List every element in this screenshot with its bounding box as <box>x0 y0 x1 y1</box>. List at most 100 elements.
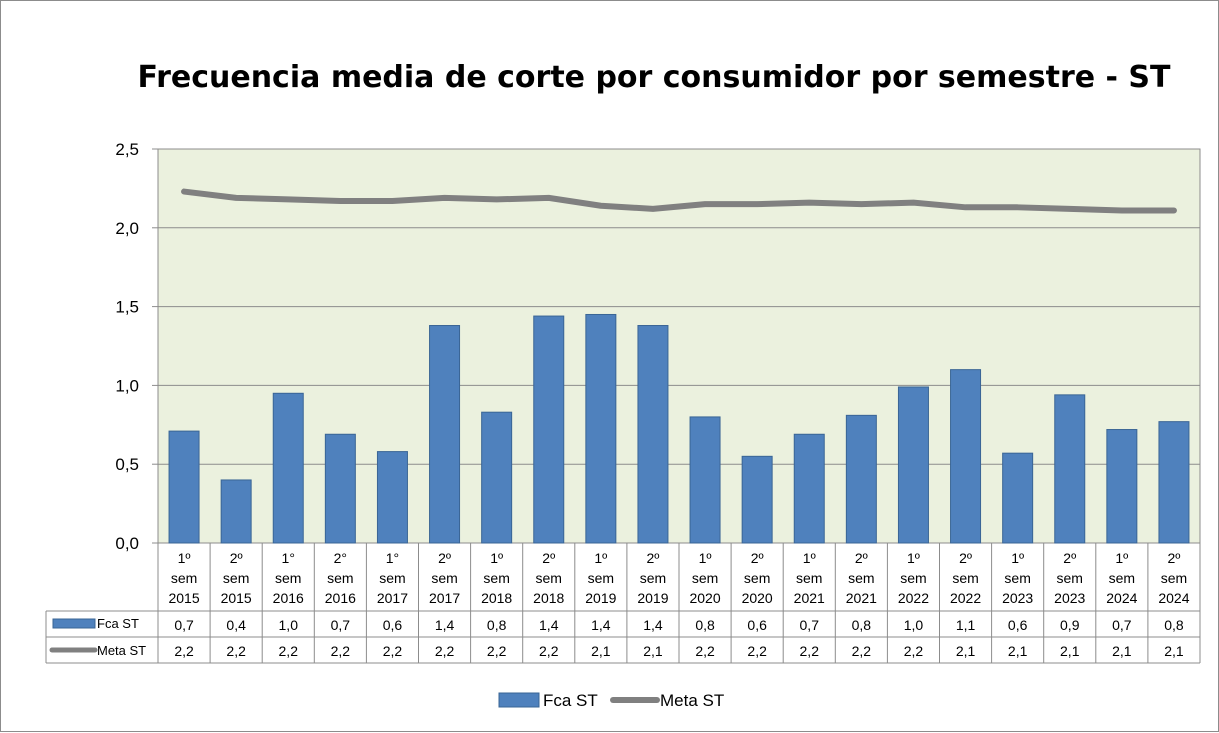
bar <box>950 369 982 544</box>
chart-title: Frecuencia media de corte por consumidor… <box>138 60 1172 95</box>
table-cell-fca: 0,7 <box>1112 617 1132 633</box>
bar <box>168 430 200 544</box>
bar <box>1002 452 1034 544</box>
x-category-label: sem <box>223 570 249 586</box>
line-point <box>183 191 185 193</box>
bar <box>845 414 877 544</box>
x-category-label: 2020 <box>689 590 720 606</box>
x-category-label: sem <box>588 570 614 586</box>
x-category-label: 2020 <box>742 590 773 606</box>
row-label-fca: Fca ST <box>97 616 139 631</box>
line-point <box>808 202 810 204</box>
table-cell-fca: 1,0 <box>279 617 299 633</box>
table-cell-fca: 1,4 <box>643 617 663 633</box>
x-category-label: sem <box>327 570 353 586</box>
line-point <box>1017 206 1019 208</box>
table-cell-fca: 0,6 <box>747 617 767 633</box>
table-cell-fca: 1,1 <box>956 617 976 633</box>
x-category-label: sem <box>796 570 822 586</box>
x-category-label: 1º <box>594 550 607 566</box>
x-category-label: sem <box>900 570 926 586</box>
x-category-label: 2024 <box>1106 590 1137 606</box>
bar <box>429 325 461 544</box>
table-cell-meta: 2,2 <box>747 643 767 659</box>
x-category-label: sem <box>431 570 457 586</box>
y-tick-label: 1,5 <box>115 298 139 317</box>
table-cell-fca: 0,6 <box>383 617 403 633</box>
x-category-label: 2º <box>1167 550 1180 566</box>
x-category-label: sem <box>1057 570 1083 586</box>
line-point <box>704 203 706 205</box>
x-category-label: sem <box>171 570 197 586</box>
table-cell-meta: 2,1 <box>956 643 976 659</box>
bar <box>272 392 304 544</box>
x-category-label: sem <box>1004 570 1030 586</box>
line-point <box>1173 209 1175 211</box>
x-category-label: 2019 <box>585 590 616 606</box>
bar <box>1106 429 1138 544</box>
y-tick-label: 1,0 <box>115 376 139 395</box>
line-point <box>235 197 237 199</box>
x-category-label: 1º <box>1011 550 1024 566</box>
bar <box>637 325 669 544</box>
table-cell-fca: 1,4 <box>435 617 455 633</box>
y-axis: 0,0 0,5 1,0 1,5 2,0 2,5 <box>115 140 159 553</box>
y-tick-label: 0,5 <box>115 455 139 474</box>
line-point <box>652 208 654 210</box>
table-cell-fca: 0,8 <box>852 617 872 633</box>
line-point <box>756 203 758 205</box>
bar <box>585 313 617 544</box>
data-table: 1º sem 2015 2º sem 2015 1° sem 2016 2° sem 2016 1° se… <box>45 543 1201 664</box>
line-point <box>444 197 446 199</box>
table-cell-meta: 2,2 <box>487 643 507 659</box>
x-category-label: 1° <box>386 550 399 566</box>
x-category-label: 2º <box>438 550 451 566</box>
table-cell-fca: 0,8 <box>1164 617 1184 633</box>
line-point <box>287 198 289 200</box>
table-cell-meta: 2,1 <box>1164 643 1184 659</box>
row-key-bar <box>52 618 96 629</box>
x-category-label: 1º <box>490 550 503 566</box>
table-cell-meta: 2,2 <box>695 643 715 659</box>
x-category-label: 1º <box>699 550 712 566</box>
x-category-label: 2023 <box>1054 590 1085 606</box>
x-category-label: 2022 <box>950 590 981 606</box>
line-point <box>391 200 393 202</box>
x-category-label: 2017 <box>429 590 460 606</box>
line-point <box>496 198 498 200</box>
table-cell-meta: 2,2 <box>279 643 299 659</box>
table-cell-meta: 2,2 <box>800 643 820 659</box>
x-category-label: 2º <box>855 550 868 566</box>
x-category-label: 2º <box>1063 550 1076 566</box>
x-category-label: sem <box>275 570 301 586</box>
bar <box>689 416 721 544</box>
table-cell-fca: 1,4 <box>539 617 559 633</box>
line-point <box>860 203 862 205</box>
table-cell-fca: 1,0 <box>904 617 924 633</box>
line-point <box>339 200 341 202</box>
x-category-label: 1º <box>907 550 920 566</box>
x-category-label: 2015 <box>168 590 199 606</box>
meta-line <box>181 188 1177 214</box>
x-category-label: 2º <box>751 550 764 566</box>
table-cell-meta: 2,2 <box>539 643 559 659</box>
table-cell-meta: 2,2 <box>852 643 872 659</box>
x-category-label: sem <box>1109 570 1135 586</box>
legend-label-meta: Meta ST <box>660 691 724 710</box>
y-tick-label: 2,0 <box>115 219 139 238</box>
table-cell-fca: 0,4 <box>226 617 246 633</box>
legend: Fca ST Meta ST <box>498 691 724 710</box>
x-category-label: 1º <box>178 550 191 566</box>
table-cell-fca: 0,9 <box>1060 617 1080 633</box>
x-category-label: sem <box>1161 570 1187 586</box>
table-cell-fca: 0,8 <box>695 617 715 633</box>
x-category-label: 2021 <box>846 590 877 606</box>
y-tick-label: 0,0 <box>115 534 139 553</box>
table-cell-fca: 0,7 <box>800 617 820 633</box>
x-category-label: 2° <box>334 550 347 566</box>
table-cell-meta: 2,2 <box>435 643 455 659</box>
x-category-label: sem <box>536 570 562 586</box>
table-cell-meta: 2,1 <box>1060 643 1080 659</box>
line-series <box>181 188 1177 214</box>
